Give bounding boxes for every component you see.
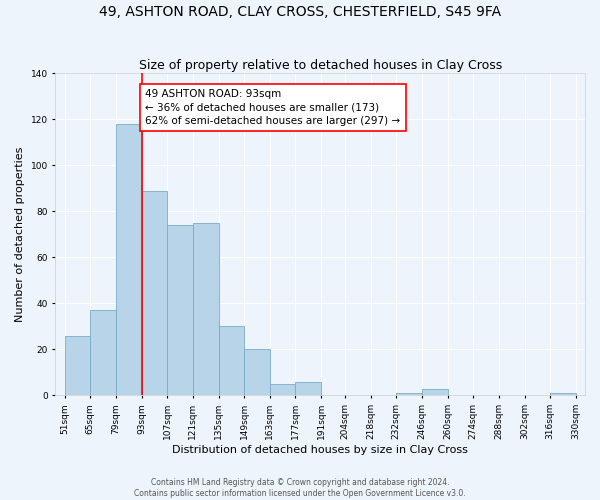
- Y-axis label: Number of detached properties: Number of detached properties: [15, 146, 25, 322]
- Bar: [295, 382, 321, 396]
- Text: 49, ASHTON ROAD, CLAY CROSS, CHESTERFIELD, S45 9FA: 49, ASHTON ROAD, CLAY CROSS, CHESTERFIEL…: [99, 5, 501, 19]
- Bar: [244, 350, 270, 396]
- Bar: [422, 388, 448, 396]
- Bar: [142, 190, 167, 396]
- Text: Contains HM Land Registry data © Crown copyright and database right 2024.
Contai: Contains HM Land Registry data © Crown c…: [134, 478, 466, 498]
- Bar: [65, 336, 90, 396]
- Bar: [167, 225, 193, 396]
- Bar: [90, 310, 116, 396]
- Bar: [218, 326, 244, 396]
- Bar: [270, 384, 295, 396]
- Bar: [193, 223, 218, 396]
- Title: Size of property relative to detached houses in Clay Cross: Size of property relative to detached ho…: [139, 59, 502, 72]
- Bar: [116, 124, 142, 396]
- Text: 49 ASHTON ROAD: 93sqm
← 36% of detached houses are smaller (173)
62% of semi-det: 49 ASHTON ROAD: 93sqm ← 36% of detached …: [145, 90, 400, 126]
- Bar: [550, 393, 576, 396]
- Bar: [396, 393, 422, 396]
- X-axis label: Distribution of detached houses by size in Clay Cross: Distribution of detached houses by size …: [172, 445, 468, 455]
